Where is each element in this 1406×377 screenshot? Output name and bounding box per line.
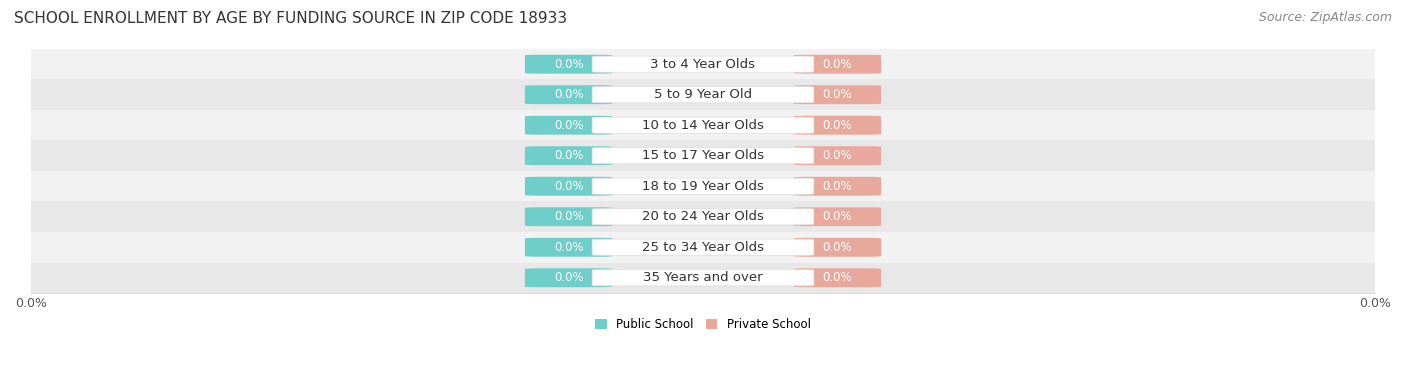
- Text: 0.0%: 0.0%: [554, 58, 583, 70]
- FancyBboxPatch shape: [794, 55, 882, 74]
- FancyBboxPatch shape: [592, 148, 814, 164]
- Text: 0.0%: 0.0%: [554, 180, 583, 193]
- FancyBboxPatch shape: [592, 239, 814, 255]
- Text: 15 to 17 Year Olds: 15 to 17 Year Olds: [643, 149, 763, 162]
- Text: 3 to 4 Year Olds: 3 to 4 Year Olds: [651, 58, 755, 70]
- FancyBboxPatch shape: [794, 207, 882, 226]
- Bar: [31, 110, 1375, 141]
- FancyBboxPatch shape: [524, 207, 612, 226]
- FancyBboxPatch shape: [592, 270, 814, 286]
- FancyBboxPatch shape: [524, 116, 612, 135]
- Text: 0.0%: 0.0%: [554, 119, 583, 132]
- FancyBboxPatch shape: [794, 116, 882, 135]
- Text: 0.0%: 0.0%: [554, 149, 583, 162]
- Text: 0.0%: 0.0%: [554, 241, 583, 254]
- Text: 25 to 34 Year Olds: 25 to 34 Year Olds: [643, 241, 763, 254]
- Text: 0.0%: 0.0%: [554, 271, 583, 284]
- Text: 0.0%: 0.0%: [554, 88, 583, 101]
- Text: 5 to 9 Year Old: 5 to 9 Year Old: [654, 88, 752, 101]
- Text: 0.0%: 0.0%: [823, 241, 852, 254]
- Bar: [31, 49, 1375, 80]
- FancyBboxPatch shape: [794, 177, 882, 196]
- Bar: [31, 201, 1375, 232]
- Text: 0.0%: 0.0%: [554, 210, 583, 223]
- FancyBboxPatch shape: [592, 87, 814, 103]
- Text: 0.0%: 0.0%: [823, 58, 852, 70]
- Bar: [31, 80, 1375, 110]
- Bar: [31, 171, 1375, 201]
- FancyBboxPatch shape: [524, 85, 612, 104]
- FancyBboxPatch shape: [524, 146, 612, 165]
- Text: SCHOOL ENROLLMENT BY AGE BY FUNDING SOURCE IN ZIP CODE 18933: SCHOOL ENROLLMENT BY AGE BY FUNDING SOUR…: [14, 11, 567, 26]
- Text: 0.0%: 0.0%: [823, 210, 852, 223]
- FancyBboxPatch shape: [592, 117, 814, 133]
- Text: 10 to 14 Year Olds: 10 to 14 Year Olds: [643, 119, 763, 132]
- FancyBboxPatch shape: [592, 178, 814, 194]
- FancyBboxPatch shape: [592, 56, 814, 72]
- Text: 0.0%: 0.0%: [823, 180, 852, 193]
- Text: Source: ZipAtlas.com: Source: ZipAtlas.com: [1258, 11, 1392, 24]
- FancyBboxPatch shape: [592, 208, 814, 225]
- Text: 0.0%: 0.0%: [823, 149, 852, 162]
- Text: 0.0%: 0.0%: [823, 119, 852, 132]
- FancyBboxPatch shape: [794, 268, 882, 287]
- FancyBboxPatch shape: [524, 268, 612, 287]
- Text: 18 to 19 Year Olds: 18 to 19 Year Olds: [643, 180, 763, 193]
- FancyBboxPatch shape: [524, 177, 612, 196]
- Bar: [31, 232, 1375, 262]
- Text: 20 to 24 Year Olds: 20 to 24 Year Olds: [643, 210, 763, 223]
- FancyBboxPatch shape: [524, 55, 612, 74]
- Text: 35 Years and over: 35 Years and over: [643, 271, 763, 284]
- FancyBboxPatch shape: [794, 146, 882, 165]
- Legend: Public School, Private School: Public School, Private School: [595, 318, 811, 331]
- Text: 0.0%: 0.0%: [823, 271, 852, 284]
- Bar: [31, 141, 1375, 171]
- FancyBboxPatch shape: [794, 238, 882, 257]
- Bar: [31, 262, 1375, 293]
- Text: 0.0%: 0.0%: [823, 88, 852, 101]
- FancyBboxPatch shape: [524, 238, 612, 257]
- FancyBboxPatch shape: [794, 85, 882, 104]
